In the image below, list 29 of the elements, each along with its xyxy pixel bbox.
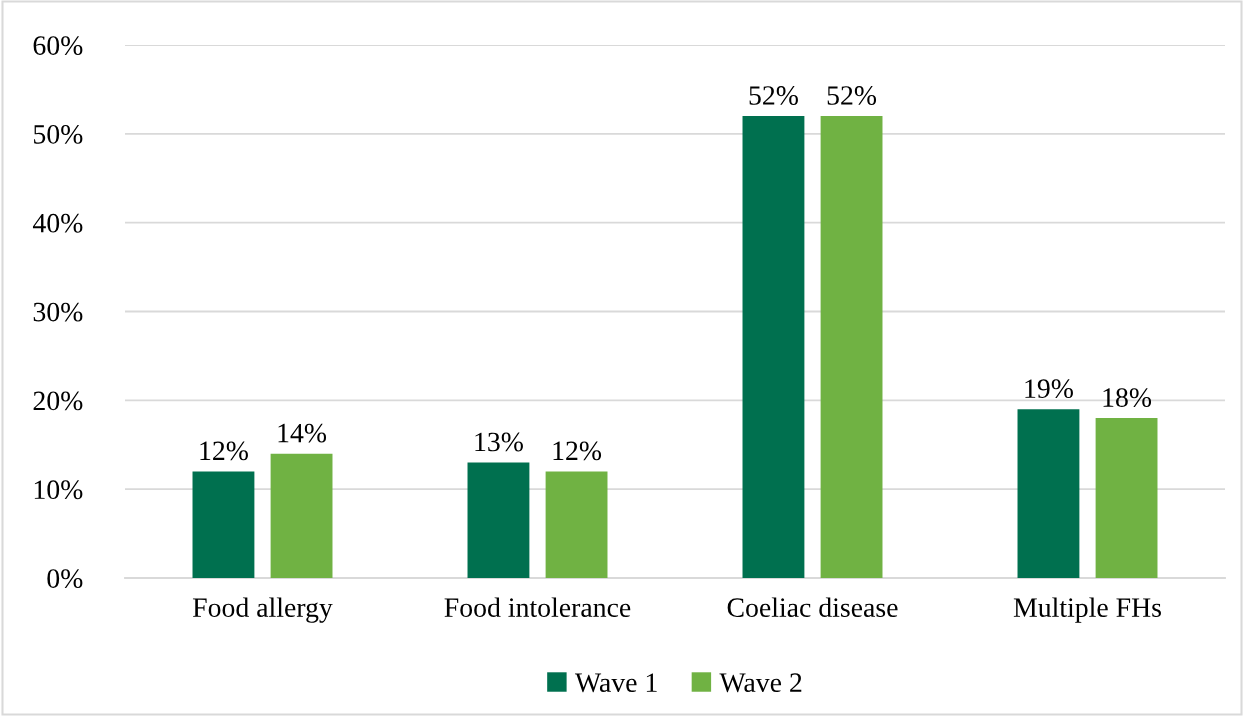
y-tick-label: 20% [33,391,83,411]
bar [545,471,608,578]
bar [1095,418,1158,578]
bar [192,471,255,578]
bar [467,462,530,578]
y-tick-label: 40% [32,213,83,233]
bar [270,453,333,578]
bar [820,116,883,578]
y-tick-label: 60% [33,36,83,55]
x-tick-label: Multiple FHs [1013,597,1161,623]
bar [742,116,805,578]
legend-label: Wave 1 [574,673,657,693]
data-label: 14% [278,423,327,443]
data-label: 12% [553,441,602,461]
y-tick-label: 50% [34,125,83,144]
y-tick-label: 10% [34,480,83,500]
x-tick-label: Coeliac disease [727,597,898,617]
data-label: 19% [1025,379,1073,399]
y-tick-label: 0% [47,569,83,588]
y-tick-label: 30% [33,302,83,322]
legend-label: Wave 2 [719,673,802,693]
data-label: 18% [1103,388,1152,407]
bar [1017,409,1080,578]
data-label: 52% [749,86,798,105]
x-tick-label: Food allergy [192,597,333,623]
data-label: 13% [475,432,523,452]
data-label: 52% [827,86,877,105]
x-tick-label: Food intolerance [444,597,631,617]
data-label: 12% [200,441,248,461]
